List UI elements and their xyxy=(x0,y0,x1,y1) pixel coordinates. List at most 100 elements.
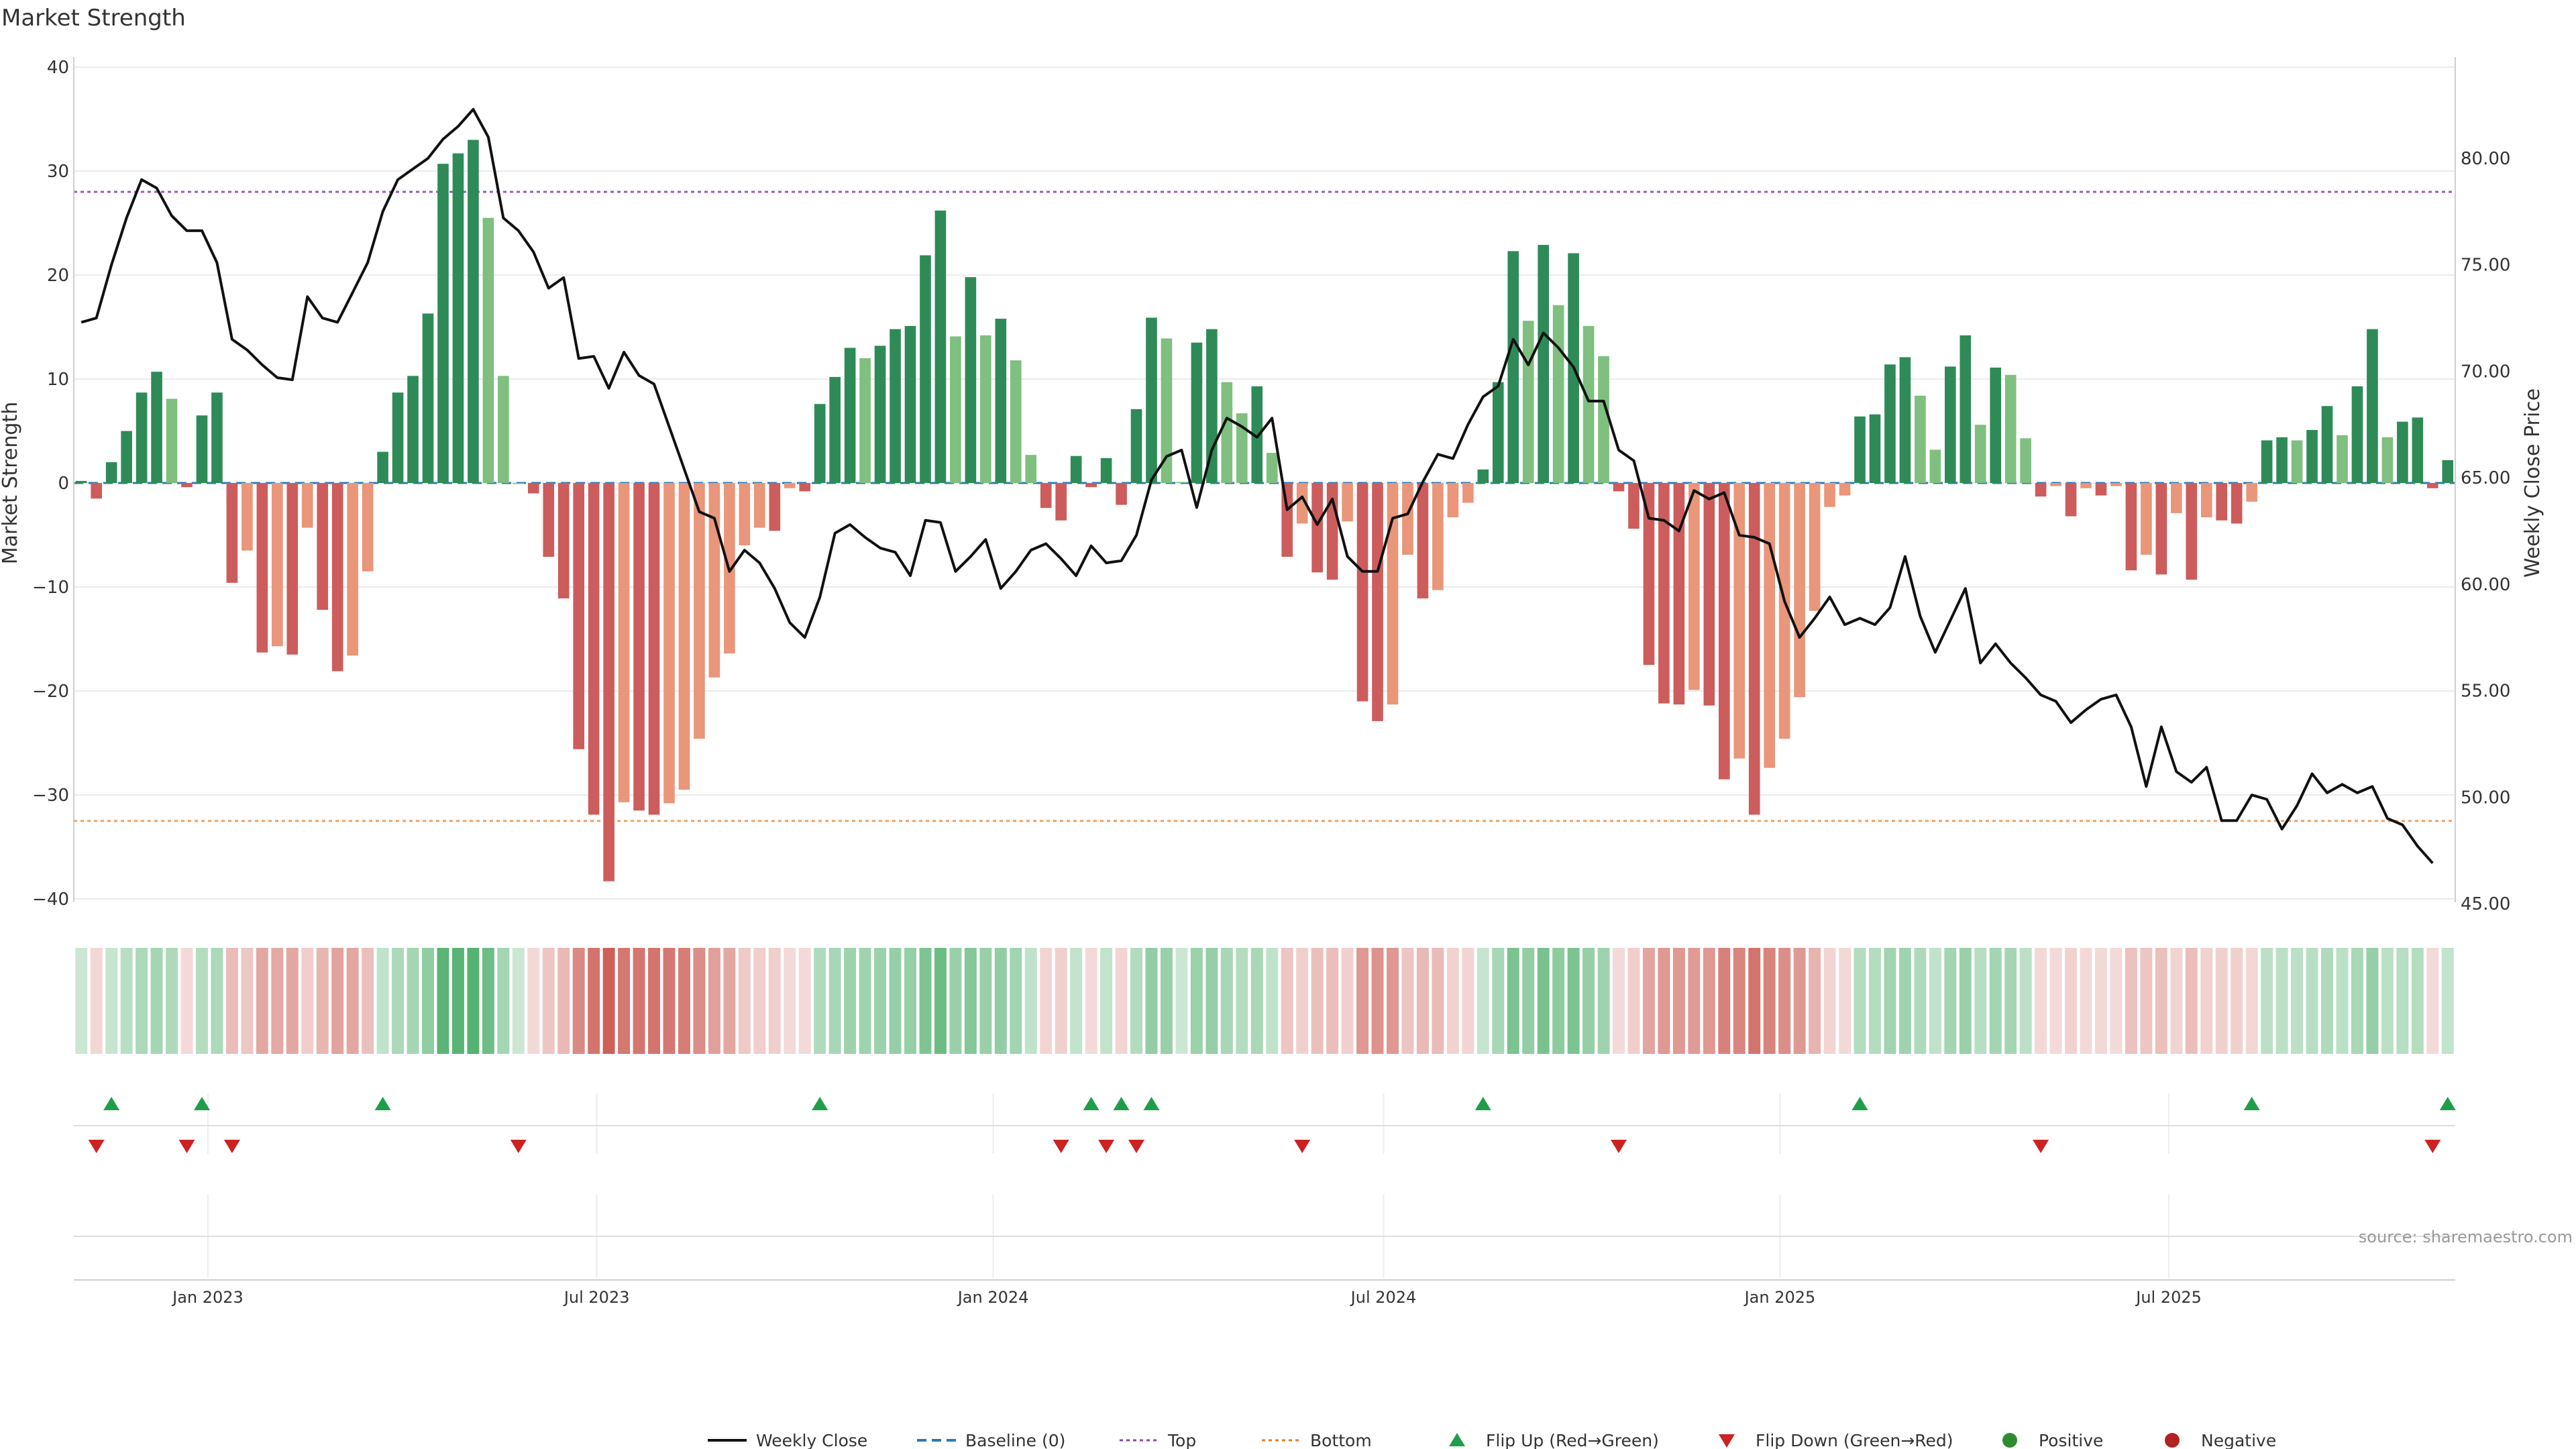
strength-bar xyxy=(2186,483,2198,580)
heat-strip-tile xyxy=(497,948,510,1054)
strength-bar xyxy=(2381,437,2394,483)
y-tick-label-left: 20 xyxy=(47,266,69,286)
legend-label: Top xyxy=(1167,1431,1196,1449)
heat-strip-tile xyxy=(1432,948,1444,1054)
strength-bar xyxy=(1432,483,1444,590)
heat-strip-tile xyxy=(2110,948,2123,1054)
heat-strip-tile xyxy=(136,948,148,1054)
strength-bar xyxy=(678,483,690,790)
heat-strip-tile xyxy=(1326,948,1339,1054)
heat-strip-tile xyxy=(768,948,781,1054)
strength-bar xyxy=(2035,483,2047,497)
heat-strip-tile xyxy=(588,948,600,1054)
x-axis: Jan 2023 Jul 2023 Jan 2024 Jul 2024 Jan 2025… xyxy=(74,1194,2455,1307)
heat-strip-tile xyxy=(1130,948,1143,1054)
heat-strip-tile xyxy=(949,948,962,1054)
heat-strip-tile xyxy=(1446,948,1459,1054)
y-tick-label-left: −30 xyxy=(32,786,69,806)
flip-up-marker xyxy=(2243,1097,2260,1110)
y-tick-label-left: −10 xyxy=(32,578,69,598)
strength-bar xyxy=(2412,417,2424,483)
strength-bar xyxy=(2397,421,2408,483)
heat-strip-tile xyxy=(2231,948,2243,1054)
heat-strip-tile xyxy=(1175,948,1188,1054)
strength-bar xyxy=(422,313,434,483)
heat-strip-tile xyxy=(602,948,615,1054)
strength-bar xyxy=(136,392,148,483)
heat-strip-tile xyxy=(1974,948,1987,1054)
strength-bar xyxy=(2276,437,2288,483)
heat-strip-tile xyxy=(1567,948,1580,1054)
flip-down-marker xyxy=(1053,1140,1069,1153)
heat-strip-tile xyxy=(422,948,434,1054)
x-tick-label: Jul 2023 xyxy=(563,1288,630,1307)
heat-strip-tile xyxy=(90,948,103,1054)
y-tick-label-right: 50.00 xyxy=(2461,788,2510,808)
heat-strip-tile xyxy=(2185,948,2198,1054)
strength-bar xyxy=(2125,483,2137,571)
heat-strip-tile xyxy=(557,948,570,1054)
strength-bars xyxy=(75,140,2454,881)
strength-bar xyxy=(1960,335,1972,483)
strength-bar xyxy=(2337,435,2348,483)
heat-strip-tile xyxy=(738,948,751,1054)
heat-strip-tile xyxy=(1311,948,1324,1054)
heat-strip-tile xyxy=(1688,948,1701,1054)
heat-strip-tile xyxy=(1929,948,1941,1054)
strength-bar xyxy=(2065,483,2077,517)
heat-strip-tile xyxy=(1507,948,1519,1054)
strength-bar xyxy=(2261,440,2273,483)
strength-bar xyxy=(468,140,479,483)
strength-bar xyxy=(920,255,931,483)
heat-strip-tile xyxy=(994,948,1007,1054)
heat-strip-tile xyxy=(2321,948,2334,1054)
heat-strip-tile xyxy=(1658,948,1670,1054)
heat-strip-tile xyxy=(964,948,977,1054)
legend-label: Flip Up (Red→Green) xyxy=(1486,1431,1659,1449)
heat-strip-tile xyxy=(150,948,163,1054)
strength-bar xyxy=(633,483,645,811)
heat-strip-tile xyxy=(2125,948,2137,1054)
heat-strip-tile xyxy=(407,948,419,1054)
strength-bar xyxy=(2216,483,2228,521)
strength-bar xyxy=(1356,483,1368,702)
legend-item: Top xyxy=(1120,1431,1196,1449)
strength-bar xyxy=(980,335,991,483)
flip-up-marker xyxy=(1851,1097,1868,1110)
flip-up-marker xyxy=(103,1097,120,1110)
strength-bar xyxy=(1778,483,1790,739)
heat-strip-tile xyxy=(1055,948,1067,1054)
y-tick-label-right: 75.00 xyxy=(2461,256,2510,276)
heat-strip-tile xyxy=(828,948,841,1054)
strength-heat-strip xyxy=(75,948,2454,1054)
heat-strip-tile xyxy=(2336,948,2349,1054)
strength-bar xyxy=(1869,414,1881,483)
y-axis-label-right: Weekly Close Price xyxy=(2521,388,2544,578)
strength-bar xyxy=(1387,483,1399,705)
heat-strip-tile xyxy=(678,948,690,1054)
legend-item: Flip Up (Red→Green) xyxy=(1449,1431,1659,1449)
heat-strip-tile xyxy=(1220,948,1233,1054)
heat-strip-tile xyxy=(437,948,449,1054)
heat-strip-tile xyxy=(241,948,254,1054)
heat-strip-tile xyxy=(301,948,314,1054)
heat-strip-tile xyxy=(211,948,223,1054)
heat-strip-tile xyxy=(2245,948,2258,1054)
heat-strip-tile xyxy=(2170,948,2183,1054)
heat-strip-tile xyxy=(1763,948,1776,1054)
strength-bar xyxy=(91,483,103,499)
flip-up-marker xyxy=(193,1097,210,1110)
heat-strip-tile xyxy=(1552,948,1565,1054)
strength-bar xyxy=(1809,483,1821,611)
strength-bar xyxy=(1733,483,1746,759)
flip-down-marker xyxy=(2424,1140,2441,1153)
strength-bar xyxy=(708,483,720,678)
strength-bar xyxy=(1025,455,1037,483)
heat-strip-tile xyxy=(1205,948,1218,1054)
y-tick-label-right: 80.00 xyxy=(2461,149,2510,169)
heat-strip-tile xyxy=(1642,948,1655,1054)
legend-item: Negative xyxy=(2165,1431,2276,1449)
legend-label: Bottom xyxy=(1310,1431,1372,1449)
strength-bar xyxy=(301,483,313,528)
heat-strip-tile xyxy=(256,948,268,1054)
